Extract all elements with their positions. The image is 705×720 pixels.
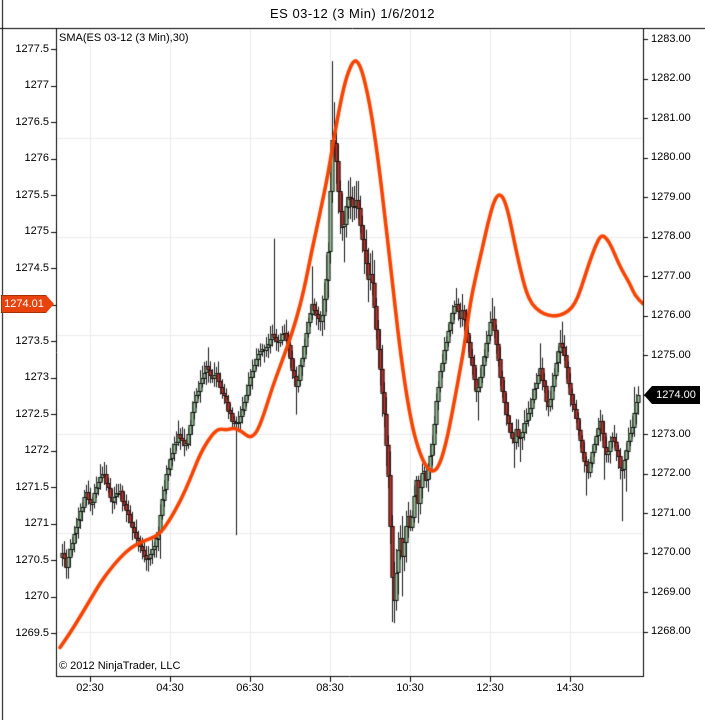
last-price-marker-value: 1274.00 — [652, 386, 700, 404]
right-axis-tick-label: 1273.00 — [651, 427, 691, 440]
right-axis-tick-label: 1281.00 — [651, 111, 691, 124]
left-axis-tick-label: 1277.5 — [15, 42, 49, 55]
time-axis-tick-label: 12:30 — [476, 682, 504, 694]
right-axis-tick-label: 1277.00 — [651, 269, 691, 282]
last-price-marker: 1274.00 — [644, 386, 700, 404]
right-axis-tick-label: 1279.00 — [651, 190, 691, 203]
left-axis-tick-label: 1277 — [24, 79, 49, 91]
left-axis-tick-label: 1275.5 — [15, 188, 49, 201]
right-axis-tick-label: 1270.00 — [651, 546, 691, 559]
right-axis-tick-label: 1275.00 — [651, 348, 691, 361]
marker-arrow-right-icon — [46, 295, 54, 313]
chart-title: ES 03-12 (3 Min) 1/6/2012 — [270, 6, 435, 21]
time-axis-tick-label: 10:30 — [396, 682, 424, 694]
left-axis-tick-label: 1274.5 — [15, 261, 49, 274]
left-axis-tick-label: 1273 — [24, 371, 49, 383]
left-axis-tick-label: 1270.5 — [15, 553, 49, 566]
right-axis-tick-label: 1276.00 — [651, 309, 691, 322]
sma-price-marker: 1274.01 — [1, 295, 54, 313]
right-axis-tick-label: 1268.00 — [651, 625, 691, 638]
indicator-label: SMA(ES 03-12 (3 Min),30) — [59, 32, 189, 44]
left-axis-tick-label: 1271.5 — [15, 480, 49, 493]
left-axis-tick-label: 1270 — [24, 590, 49, 602]
time-axis-tick-label: 08:30 — [316, 682, 344, 694]
right-axis-tick-label: 1282.00 — [651, 72, 691, 85]
left-axis-tick-label: 1272 — [24, 444, 49, 456]
copyright-label: © 2012 NinjaTrader, LLC — [59, 660, 181, 672]
time-axis-tick-label: 02:30 — [76, 682, 104, 694]
right-axis-tick-label: 1269.00 — [651, 585, 691, 598]
left-axis-tick-label: 1275 — [24, 225, 49, 237]
right-axis-tick-label: 1271.00 — [651, 506, 691, 519]
time-axis-tick-label: 14:30 — [556, 682, 584, 694]
sma-price-marker-value: 1274.01 — [1, 295, 46, 313]
right-axis-tick-label: 1283.00 — [651, 32, 691, 45]
time-axis-tick-label: 04:30 — [156, 682, 184, 694]
right-axis-tick-label: 1278.00 — [651, 230, 691, 243]
left-axis-tick-label: 1276 — [24, 152, 49, 164]
left-axis-tick-label: 1269.5 — [15, 626, 49, 639]
left-axis-tick-label: 1271 — [24, 517, 49, 529]
left-axis-tick-label: 1273.5 — [15, 334, 49, 347]
left-axis-tick-label: 1276.5 — [15, 115, 49, 128]
marker-arrow-left-icon — [644, 386, 652, 404]
time-axis-tick-label: 06:30 — [236, 682, 264, 694]
right-axis-tick-label: 1280.00 — [651, 151, 691, 164]
right-axis-tick-label: 1272.00 — [651, 467, 691, 480]
left-axis-tick-label: 1272.5 — [15, 407, 49, 420]
